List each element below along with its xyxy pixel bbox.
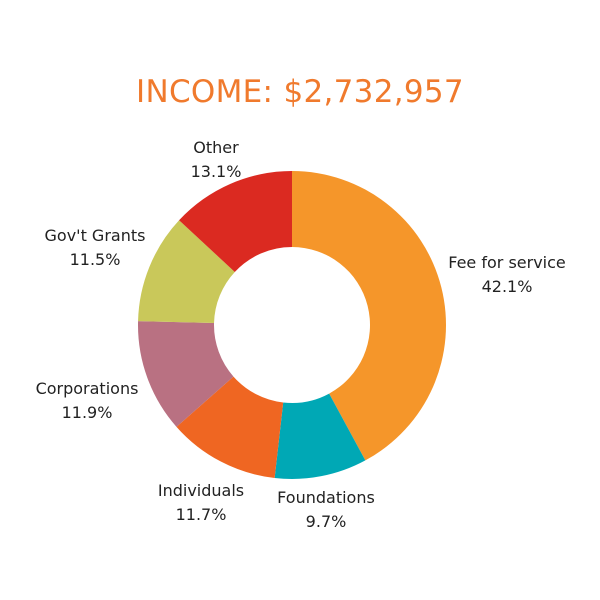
slice-corporations: [138, 321, 234, 427]
slice-name-foundations: Foundations: [277, 488, 375, 507]
slice-name-corporations: Corporations: [36, 379, 139, 398]
slice-value-gov-t-grants: 11.5%: [70, 250, 121, 269]
slice-name-individuals: Individuals: [158, 481, 244, 500]
slice-value-other: 13.1%: [191, 162, 242, 181]
slice-value-individuals: 11.7%: [176, 505, 227, 524]
chart-title: INCOME: $2,732,957: [136, 74, 464, 110]
slice-foundations: [274, 393, 366, 479]
slice-value-corporations: 11.9%: [62, 403, 113, 422]
slice-name-fee-for-service: Fee for service: [448, 253, 566, 272]
slice-fee-for-service: [292, 171, 446, 461]
slices-group: [138, 171, 446, 479]
slice-value-foundations: 9.7%: [306, 512, 347, 531]
slice-name-other: Other: [193, 138, 239, 157]
slice-gov-t-grants: [138, 220, 235, 324]
slice-individuals: [176, 376, 284, 479]
slice-value-fee-for-service: 42.1%: [482, 277, 533, 296]
slice-name-gov-t-grants: Gov't Grants: [45, 226, 146, 245]
slice-other: [179, 171, 292, 272]
labels-group: Fee for service 42.1% Foundations 9.7% Indiv…: [36, 138, 566, 531]
